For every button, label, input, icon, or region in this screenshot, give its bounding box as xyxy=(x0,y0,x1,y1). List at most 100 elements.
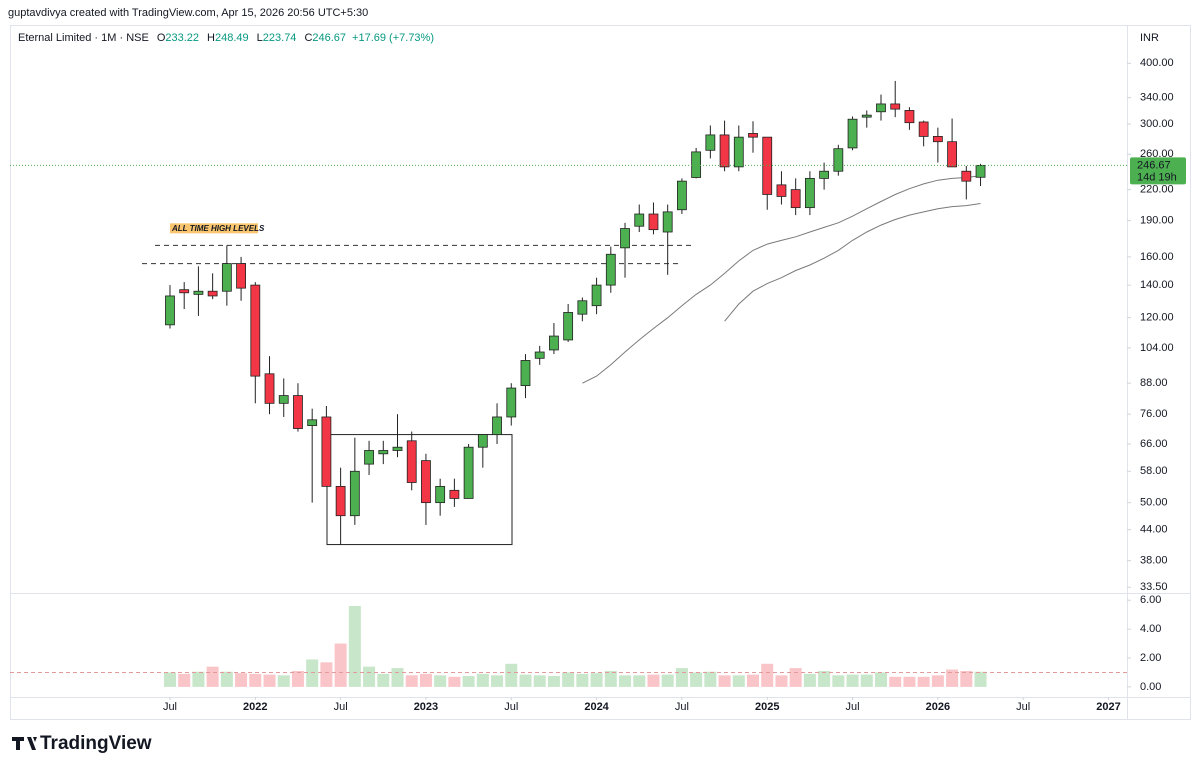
candle-body xyxy=(620,228,630,249)
candle-body xyxy=(677,180,687,211)
ohlc-value: 223.74 xyxy=(263,32,297,44)
volume-bar xyxy=(960,671,973,687)
candle-body xyxy=(392,446,403,451)
volume-bar xyxy=(803,673,816,687)
volume-bar xyxy=(505,663,518,687)
candle-body xyxy=(435,485,446,504)
volume-bar xyxy=(462,676,475,687)
ohlc-value: 233.22 xyxy=(165,32,199,44)
volume-bar xyxy=(576,673,589,687)
candle-body xyxy=(591,284,602,307)
volume-bar xyxy=(163,672,176,687)
x-tick-label: 2022 xyxy=(243,701,267,713)
volume-bar xyxy=(690,672,703,687)
volume-bar xyxy=(334,643,347,687)
ohlc-key: O xyxy=(157,32,166,44)
legend: Eternal Limited · 1M · NSE O233.22 H248.49… xyxy=(18,32,434,44)
y-tick-label: 140.00 xyxy=(1140,279,1174,291)
candle-body xyxy=(819,170,830,179)
ohlc-key: C xyxy=(304,32,312,44)
volume-bar xyxy=(747,674,760,687)
volume-bar xyxy=(562,672,575,687)
volume-bar xyxy=(206,666,219,687)
x-tick-label: Jul xyxy=(846,701,860,713)
candle-body xyxy=(890,103,901,110)
y-tick-label: 220.00 xyxy=(1140,184,1174,196)
candle-body xyxy=(904,110,915,124)
volume-bar xyxy=(320,662,333,687)
volume-bar xyxy=(277,675,290,687)
volume-bar xyxy=(235,673,248,687)
candle-body xyxy=(278,395,289,404)
y-tick-label: 400.00 xyxy=(1140,57,1174,69)
range-box xyxy=(326,434,513,546)
volume-bar xyxy=(363,666,376,687)
y-tick-label: 33.50 xyxy=(1140,581,1168,593)
ohlc-key: H xyxy=(207,32,215,44)
candle-body xyxy=(463,446,474,499)
candle-body xyxy=(648,213,659,231)
symbol: Eternal Limited · 1M · NSE xyxy=(18,32,149,44)
volume-bar xyxy=(917,676,930,687)
note-highlight xyxy=(170,223,258,234)
candle-body xyxy=(349,470,360,517)
candle-body xyxy=(961,170,972,182)
candle-body xyxy=(492,416,502,435)
volume-tick-label: 0.00 xyxy=(1140,681,1161,693)
candle-body xyxy=(193,290,204,295)
y-tick-label: 88.00 xyxy=(1140,377,1168,389)
candle-body xyxy=(776,184,787,197)
volume-bar xyxy=(675,668,688,687)
volume-bar xyxy=(533,675,546,687)
volume-bar xyxy=(619,675,632,687)
candle-body xyxy=(378,450,389,455)
x-tick-label: 2026 xyxy=(926,701,950,713)
ohlc-key: L xyxy=(257,32,263,44)
candle-body xyxy=(790,189,801,209)
candle-body xyxy=(861,114,872,118)
candle-body xyxy=(733,136,744,168)
candle-body xyxy=(719,134,730,168)
candle-body xyxy=(264,373,275,404)
countdown: 14d 19h xyxy=(1137,171,1177,183)
price-label-bg xyxy=(1130,157,1186,185)
candle-body xyxy=(406,440,417,483)
logo-icon xyxy=(12,737,37,750)
volume-bar xyxy=(192,671,205,687)
candle-body xyxy=(691,151,702,178)
volume-bar xyxy=(377,673,390,687)
volume-bar xyxy=(647,674,660,687)
ohlc-value: 246.67 xyxy=(312,32,346,44)
x-tick-label: Jul xyxy=(504,701,518,713)
volume-bar xyxy=(604,671,617,687)
candle-body xyxy=(293,395,303,429)
volume-bar xyxy=(306,659,319,687)
volume-bar xyxy=(547,676,560,687)
candle-body xyxy=(833,148,844,172)
y-tick-label: 44.00 xyxy=(1140,524,1168,536)
candle-body xyxy=(975,165,986,178)
volume-bar xyxy=(249,673,262,687)
y-tick-label: 340.00 xyxy=(1140,92,1174,104)
volume-bar xyxy=(178,673,191,687)
brand-logo: TradingView xyxy=(12,733,152,754)
candle-body xyxy=(364,450,374,465)
volume-bar xyxy=(775,675,788,687)
volume-bar xyxy=(590,673,603,687)
candle-body xyxy=(918,121,929,137)
candle-body xyxy=(236,263,246,289)
candle-body xyxy=(520,360,531,387)
candle-body xyxy=(577,300,588,315)
volume-bar xyxy=(718,675,731,687)
volume-bar xyxy=(405,675,418,687)
candle-body xyxy=(534,351,545,359)
currency: INR xyxy=(1140,32,1159,44)
candle-body xyxy=(549,335,559,351)
attribution: guptavdivya created with TradingView.com… xyxy=(8,7,368,19)
candle-body xyxy=(847,118,858,149)
volume-bar xyxy=(732,675,745,687)
x-tick-label: Jul xyxy=(1016,701,1030,713)
volume-bar xyxy=(974,671,987,687)
volume-bar xyxy=(291,671,304,687)
